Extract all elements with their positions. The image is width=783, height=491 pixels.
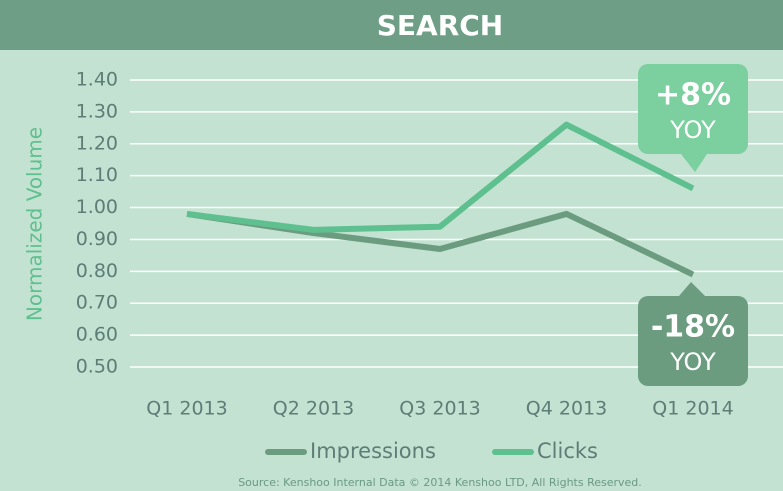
x-tick-label: Q2 2013 xyxy=(273,398,354,420)
y-tick-label: 1.10 xyxy=(76,164,118,186)
legend-label: Impressions xyxy=(310,439,436,463)
callout-box xyxy=(638,64,748,154)
callout-tip xyxy=(681,154,707,172)
y-tick-label: 1.00 xyxy=(76,196,118,218)
series-line xyxy=(186,121,695,233)
x-tick-label: Q1 2013 xyxy=(146,398,227,420)
callout-sub: YOY xyxy=(669,116,716,144)
y-axis-label: Normalized Volume xyxy=(23,127,47,321)
y-tick-label: 0.60 xyxy=(76,324,118,346)
y-tick-label: 0.90 xyxy=(76,228,118,250)
x-tick-label: Q1 2014 xyxy=(652,398,733,420)
y-tick-label: 1.40 xyxy=(76,69,118,91)
y-tick-label: 1.30 xyxy=(76,100,118,122)
header-band xyxy=(0,0,783,50)
y-tick-label: 0.80 xyxy=(76,260,118,282)
x-tick-label: Q3 2013 xyxy=(399,398,480,420)
source: Source: Kenshoo Internal Data © 2014 Ken… xyxy=(238,476,642,489)
y-tick-label: 0.50 xyxy=(76,356,118,378)
x-tick-label: Q4 2013 xyxy=(526,398,607,420)
callout-value: -18% xyxy=(651,310,735,345)
y-tick-label: 1.20 xyxy=(76,132,118,154)
chart-title: SEARCH xyxy=(377,9,504,42)
y-tick-label: 0.70 xyxy=(76,292,118,314)
legend-label: Clicks xyxy=(537,439,598,463)
callout-sub: YOY xyxy=(669,348,716,376)
callout-tip xyxy=(679,282,705,296)
callout-value: +8% xyxy=(655,78,731,113)
callout-box xyxy=(638,296,748,386)
